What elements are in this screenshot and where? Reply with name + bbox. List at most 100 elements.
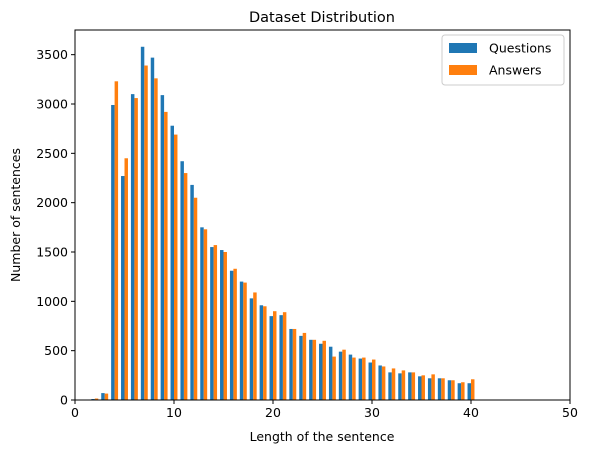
bar-answers-24: [312, 339, 317, 400]
bar-questions-36: [427, 378, 432, 400]
bar-answers-17: [243, 282, 247, 400]
bar-questions-3: [101, 393, 105, 400]
bar-questions-40: [467, 383, 471, 400]
y-tick-label: 0: [60, 393, 68, 408]
x-tick-label: 0: [71, 405, 79, 420]
bar-questions-24: [309, 339, 313, 400]
bar-answers-19: [263, 306, 267, 400]
bar-answers-34: [411, 372, 416, 400]
bar-answers-28: [352, 357, 356, 400]
bar-questions-11: [180, 161, 184, 400]
chart-title: Dataset Distribution: [249, 10, 395, 26]
bar-questions-34: [408, 372, 412, 400]
bar-answers-13: [203, 229, 208, 400]
bar-answers-30: [372, 359, 376, 400]
bar-questions-28: [348, 354, 353, 400]
y-tick-label: 500: [44, 343, 68, 358]
bar-questions-18: [249, 298, 254, 400]
bar-questions-13: [200, 227, 204, 400]
y-axis-label: Number of sentences: [8, 148, 23, 282]
bar-answers-40: [471, 379, 475, 400]
bar-questions-26: [328, 346, 333, 400]
bar-answers-11: [183, 173, 188, 400]
bar-answers-37: [441, 378, 445, 400]
bar-answers-10: [174, 134, 178, 400]
bar-questions-17: [239, 281, 244, 400]
bar-questions-35: [418, 376, 422, 400]
x-tick-label: 40: [463, 405, 479, 420]
bar-questions-5: [121, 176, 125, 400]
bar-answers-26: [332, 356, 336, 400]
bar-answers-21: [282, 312, 287, 400]
x-tick-label: 30: [364, 405, 380, 420]
bar-answers-31: [381, 366, 386, 400]
legend-swatch-questions: [449, 43, 477, 53]
bar-answers-2: [94, 398, 99, 400]
bar-answers-4: [114, 81, 119, 400]
bar-answers-9: [164, 111, 168, 400]
bar-answers-39: [461, 382, 465, 400]
bar-questions-19: [259, 305, 264, 400]
legend: Questions Answers: [441, 34, 565, 86]
bar-answers-5: [124, 158, 128, 400]
legend-swatch-answers: [449, 65, 477, 75]
bar-questions-10: [170, 125, 174, 401]
y-tick-label: 2500: [36, 146, 68, 161]
bar-questions-38: [447, 380, 452, 400]
bar-answers-15: [223, 252, 227, 400]
bar-questions-4: [111, 104, 115, 401]
y-tick-label: 1500: [36, 245, 68, 260]
bar-questions-12: [190, 184, 194, 400]
bar-questions-33: [398, 373, 402, 400]
bar-questions-31: [378, 365, 382, 400]
bar-questions-21: [279, 315, 283, 400]
bar-answers-27: [342, 349, 346, 400]
bar-questions-30: [368, 362, 372, 400]
legend-label-questions: Questions: [489, 41, 551, 56]
bar-questions-16: [229, 270, 234, 400]
x-axis-label: Length of the sentence: [250, 429, 395, 444]
bar-questions-7: [140, 46, 145, 401]
x-tick-label: 10: [166, 405, 182, 420]
legend-label-answers: Answers: [489, 63, 542, 78]
bar-questions-15: [220, 250, 224, 400]
plot-frame: [74, 29, 571, 401]
bar-questions-25: [319, 343, 323, 400]
x-axis-ticks: 0 10 20 30 40 50: [71, 400, 578, 420]
bar-answers-12: [193, 197, 198, 400]
x-tick-label: 50: [562, 405, 578, 420]
bar-answers-20: [273, 311, 277, 400]
bar-answers-33: [401, 370, 406, 400]
bar-answers-38: [451, 380, 455, 400]
x-tick-label: 20: [265, 405, 281, 420]
bar-answers-8: [154, 78, 158, 400]
bar-questions-37: [437, 378, 442, 400]
bar-answers-29: [362, 357, 366, 400]
bar-answers-36: [431, 374, 435, 400]
bar-questions-6: [130, 94, 135, 400]
bar-answers-25: [322, 340, 326, 400]
y-tick-label: 1000: [36, 294, 68, 309]
bar-answers-7: [144, 65, 148, 401]
bar-questions-39: [457, 383, 462, 400]
bar-answers-23: [302, 332, 307, 400]
bar-questions-23: [299, 335, 303, 400]
bar-questions-8: [150, 57, 155, 400]
y-axis-ticks: 0 500 1000 1500 2000 2500 3000 3500: [36, 47, 75, 408]
bars-group: [91, 46, 475, 401]
bar-answers-3: [104, 393, 109, 400]
bar-questions-29: [358, 358, 363, 400]
bar-answers-32: [391, 368, 396, 400]
y-tick-label: 3000: [36, 97, 68, 112]
bar-answers-22: [292, 328, 297, 400]
y-tick-label: 3500: [36, 47, 68, 62]
bar-questions-20: [269, 316, 273, 400]
bar-answers-14: [213, 245, 218, 400]
bar-answers-6: [134, 98, 138, 400]
bar-questions-14: [210, 247, 214, 400]
bar-questions-32: [388, 372, 392, 400]
bar-answers-35: [421, 375, 425, 400]
bar-questions-27: [338, 351, 343, 400]
bar-questions-9: [160, 95, 165, 401]
